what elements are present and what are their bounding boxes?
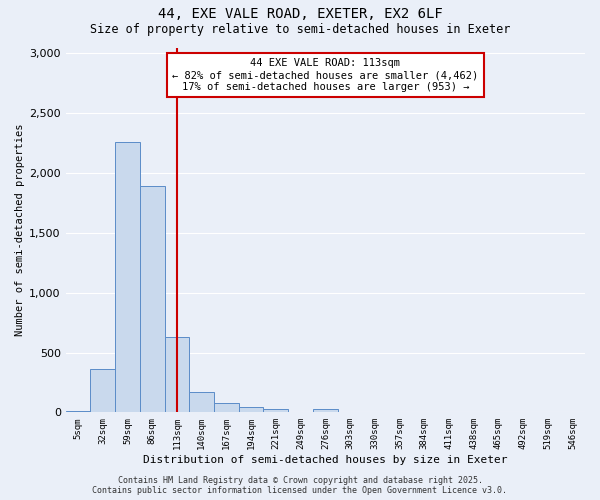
Bar (140, 186, 164, 412)
Bar (65, 411, 91, 412)
X-axis label: Distribution of semi-detached houses by size in Exeter: Distribution of semi-detached houses by … (143, 455, 508, 465)
Bar (214, 404, 239, 412)
Bar (263, 410, 288, 412)
Text: 44, EXE VALE ROAD, EXETER, EX2 6LF: 44, EXE VALE ROAD, EXETER, EX2 6LF (158, 8, 442, 22)
Bar (239, 407, 263, 412)
Y-axis label: Number of semi-detached properties: Number of semi-detached properties (15, 124, 25, 336)
Text: Contains HM Land Registry data © Crown copyright and database right 2025.
Contai: Contains HM Land Registry data © Crown c… (92, 476, 508, 495)
Text: 44 EXE VALE ROAD: 113sqm
← 82% of semi-detached houses are smaller (4,462)
17% o: 44 EXE VALE ROAD: 113sqm ← 82% of semi-d… (172, 58, 478, 92)
Bar (190, 392, 214, 412)
Bar (313, 408, 338, 412)
Bar (91, 370, 115, 412)
Text: Size of property relative to semi-detached houses in Exeter: Size of property relative to semi-detach… (90, 22, 510, 36)
Bar (164, 337, 190, 412)
Bar (115, 142, 140, 412)
